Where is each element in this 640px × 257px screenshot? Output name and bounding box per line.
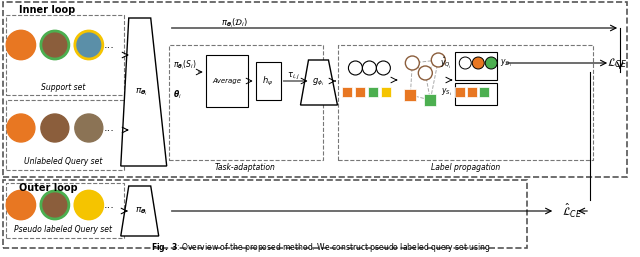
Circle shape — [376, 61, 390, 75]
Text: $\pi_{\boldsymbol{\theta}_i}$: $\pi_{\boldsymbol{\theta}_i}$ — [135, 86, 148, 98]
Circle shape — [485, 57, 497, 69]
Text: Support set: Support set — [41, 84, 85, 93]
Polygon shape — [301, 60, 337, 105]
FancyBboxPatch shape — [381, 87, 392, 97]
FancyBboxPatch shape — [404, 89, 417, 101]
Text: Label propagation: Label propagation — [431, 163, 500, 172]
Text: $y_{S_i}$: $y_{S_i}$ — [441, 86, 452, 98]
FancyBboxPatch shape — [205, 55, 248, 107]
Text: Task-adaptation: Task-adaptation — [215, 163, 276, 172]
Text: ...: ... — [103, 40, 114, 50]
Text: $\hat{\mathcal{L}}_{CE}$: $\hat{\mathcal{L}}_{CE}$ — [562, 202, 582, 220]
Polygon shape — [121, 186, 159, 236]
Text: $g_{\phi_i}$: $g_{\phi_i}$ — [312, 76, 324, 88]
Text: $\hat{y}_{Q_i}$: $\hat{y}_{Q_i}$ — [440, 56, 452, 70]
Text: $\pi_{\boldsymbol{\theta}_i}(\mathcal{D}_i)$: $\pi_{\boldsymbol{\theta}_i}(\mathcal{D}… — [221, 16, 248, 30]
Circle shape — [431, 53, 445, 67]
FancyBboxPatch shape — [255, 62, 280, 100]
Circle shape — [7, 31, 35, 59]
Text: $y_{\mathcal{D}_i}$: $y_{\mathcal{D}_i}$ — [500, 57, 512, 69]
Circle shape — [75, 114, 103, 142]
FancyBboxPatch shape — [342, 87, 353, 97]
FancyBboxPatch shape — [455, 87, 465, 97]
Text: $\mathcal{L}_{CE}$: $\mathcal{L}_{CE}$ — [607, 56, 627, 70]
Circle shape — [41, 114, 69, 142]
Text: $\pi_{\boldsymbol{\theta}_i}$: $\pi_{\boldsymbol{\theta}_i}$ — [135, 205, 148, 217]
Circle shape — [75, 31, 103, 59]
FancyBboxPatch shape — [479, 87, 489, 97]
Text: ...: ... — [103, 200, 114, 210]
FancyBboxPatch shape — [355, 87, 365, 97]
Text: $\pi_{\boldsymbol{\theta}_i}(S_i)$: $\pi_{\boldsymbol{\theta}_i}(S_i)$ — [173, 58, 196, 72]
FancyBboxPatch shape — [369, 87, 378, 97]
Text: Unlabeled Query set: Unlabeled Query set — [24, 158, 102, 167]
Text: ...: ... — [103, 123, 114, 133]
Circle shape — [75, 191, 103, 219]
FancyBboxPatch shape — [424, 94, 436, 106]
Text: Pseudo labeled Query set: Pseudo labeled Query set — [14, 225, 112, 234]
Text: $\tau_{i,j}$: $\tau_{i,j}$ — [287, 70, 300, 81]
Circle shape — [7, 114, 35, 142]
Circle shape — [405, 56, 419, 70]
Circle shape — [419, 66, 432, 80]
Circle shape — [472, 57, 484, 69]
Circle shape — [41, 31, 69, 59]
Polygon shape — [121, 18, 166, 166]
Circle shape — [362, 61, 376, 75]
Circle shape — [460, 57, 471, 69]
FancyBboxPatch shape — [467, 87, 477, 97]
Circle shape — [348, 61, 362, 75]
Circle shape — [41, 191, 69, 219]
Text: $\mathbf{Fig.\ 3}$: Overview of the proposed method. We construct pseudo labeled: $\mathbf{Fig.\ 3}$: Overview of the prop… — [150, 242, 490, 254]
Text: Outer loop: Outer loop — [19, 183, 77, 193]
Text: $\boldsymbol{\theta}_i$: $\boldsymbol{\theta}_i$ — [173, 89, 182, 101]
Circle shape — [7, 191, 35, 219]
Text: $h_{\psi}$: $h_{\psi}$ — [262, 75, 273, 88]
Text: Average: Average — [212, 78, 241, 84]
Text: Inner loop: Inner loop — [19, 5, 75, 15]
